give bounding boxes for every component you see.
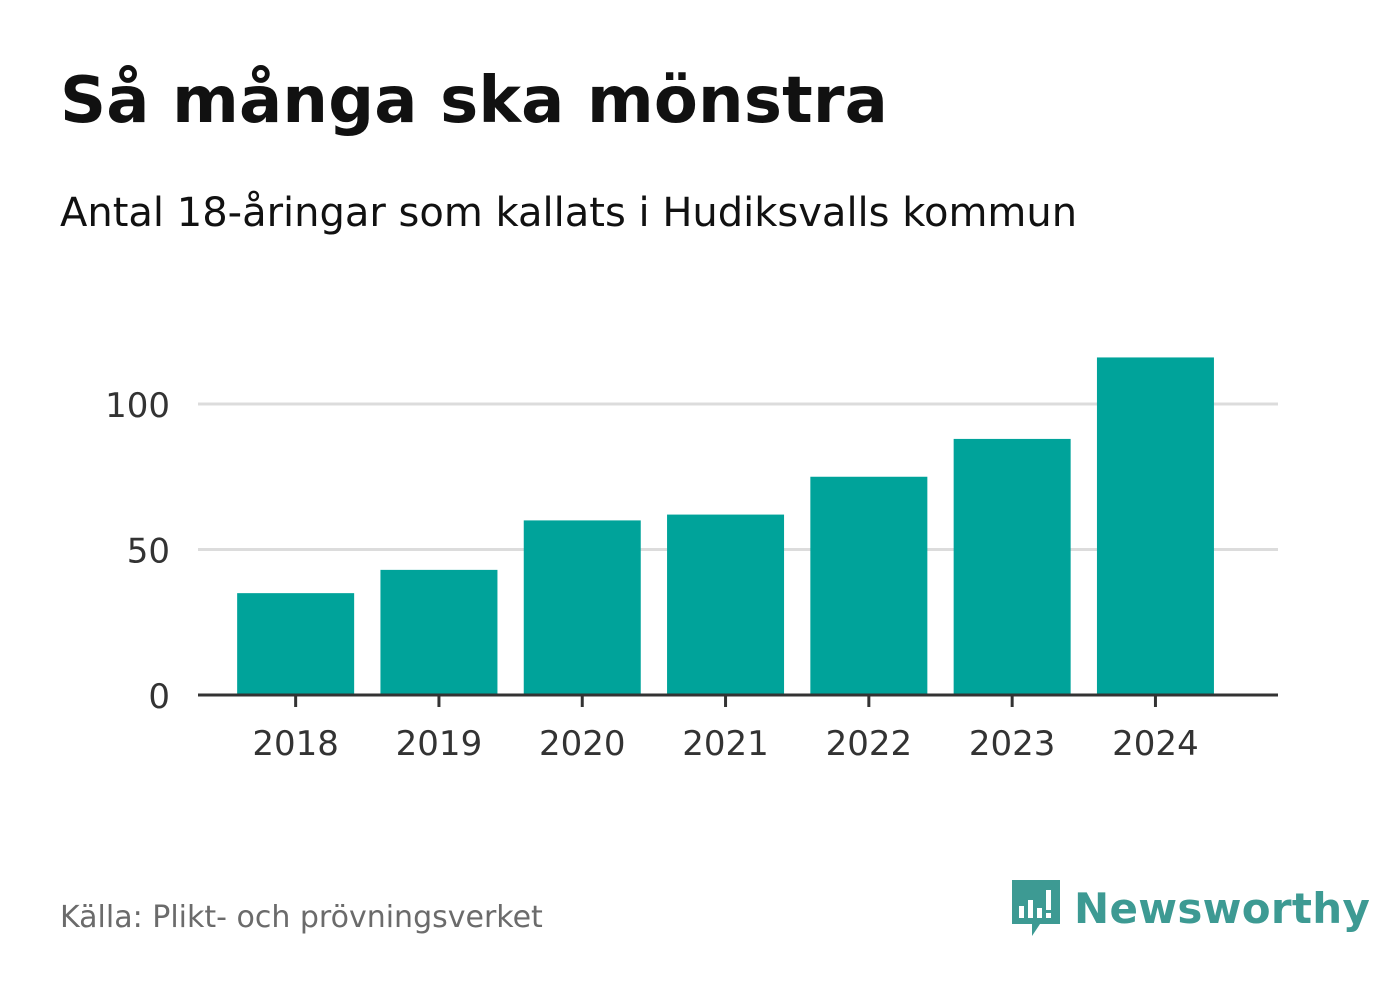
x-tick-label: 2023 xyxy=(969,724,1056,764)
x-tick-label: 2024 xyxy=(1112,724,1199,764)
bar-2019 xyxy=(380,569,498,695)
chart-subtitle: Antal 18-åringar som kallats i Hudiksval… xyxy=(60,190,1078,236)
brand-name: Newsworthy xyxy=(1074,883,1371,933)
x-tick-label: 2019 xyxy=(396,724,483,764)
bar-2020 xyxy=(523,520,641,695)
y-axis-tick-labels: 0 50 100 xyxy=(105,386,170,717)
brand-logo: Newsworthy xyxy=(1010,878,1370,938)
x-tick-label: 2021 xyxy=(682,724,769,764)
bar-2018 xyxy=(237,593,355,695)
bar-2023 xyxy=(953,438,1071,695)
bar-2022 xyxy=(810,476,928,695)
x-tick-label: 2022 xyxy=(826,724,913,764)
y-tick-label: 100 xyxy=(105,386,170,426)
x-axis xyxy=(198,693,1278,707)
source-note: Källa: Plikt- och prövningsverket xyxy=(60,900,543,935)
x-axis-tick-labels: 2018 2019 2020 2021 2022 2023 2024 xyxy=(252,724,1198,764)
chart-title: Så många ska mönstra xyxy=(60,64,889,138)
bars xyxy=(237,357,1214,695)
bar-2021 xyxy=(667,514,785,695)
x-tick-label: 2018 xyxy=(252,724,339,764)
bar-2024 xyxy=(1096,357,1214,695)
y-tick-label: 0 xyxy=(148,677,170,717)
newsworthy-bar-chart-bubble-icon xyxy=(1012,880,1060,936)
y-tick-label: 50 xyxy=(127,532,170,572)
x-tick-label: 2020 xyxy=(539,724,626,764)
